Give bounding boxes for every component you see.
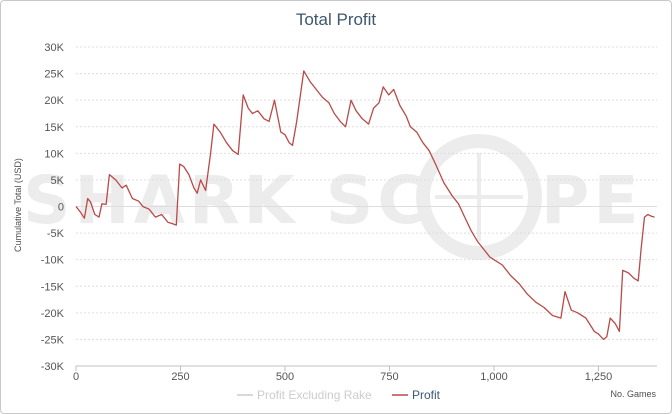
watermark-text-left: SHARK SC bbox=[23, 162, 430, 239]
y-tick-label: -10K bbox=[41, 255, 65, 267]
x-tick-label: 1,250 bbox=[585, 371, 613, 383]
y-tick-label: 25K bbox=[44, 69, 64, 81]
legend-label-profit-excluding-rake: Profit Excluding Rake bbox=[257, 388, 372, 402]
x-tick-label: 1,000 bbox=[480, 371, 508, 383]
y-tick-label: 30K bbox=[44, 42, 64, 54]
series-line-profit bbox=[75, 70, 655, 341]
y-tick-label: 0 bbox=[58, 202, 64, 214]
legend-item-profit[interactable]: Profit bbox=[392, 388, 441, 402]
y-tick-label: -15K bbox=[41, 281, 65, 293]
gridlines bbox=[76, 46, 657, 367]
series-layer bbox=[75, 70, 655, 341]
x-axis-label: No. Games bbox=[610, 389, 656, 399]
y-tick-label: -30K bbox=[41, 361, 65, 373]
watermark-target-ring bbox=[416, 134, 542, 260]
y-tick-label: -25K bbox=[41, 334, 65, 346]
x-axis-ticks: 0 250 500 750 1,000 1,250 bbox=[73, 366, 612, 383]
shark-scope-watermark: SHARK SC PE bbox=[23, 134, 642, 260]
y-tick-label: -20K bbox=[41, 308, 65, 320]
y-tick-label: 10K bbox=[44, 148, 64, 160]
chart-title: Total Profit bbox=[296, 10, 377, 29]
legend: Profit Excluding Rake Profit bbox=[237, 388, 441, 402]
legend-item-profit-excluding-rake[interactable]: Profit Excluding Rake bbox=[237, 388, 372, 402]
watermark-text-right: PE bbox=[541, 162, 642, 239]
x-tick-label: 500 bbox=[276, 371, 294, 383]
x-tick-label: 250 bbox=[171, 371, 189, 383]
x-tick-label: 750 bbox=[380, 371, 398, 383]
y-axis-ticks: 30K 25K 20K 15K 10K 5K 0 -5K -10K -15K -20K -25K -30… bbox=[41, 42, 65, 373]
legend-label-profit: Profit bbox=[412, 388, 441, 402]
y-tick-label: -5K bbox=[47, 228, 65, 240]
x-tick-label: 0 bbox=[73, 371, 79, 383]
y-axis-label: Cumulative Total (USD) bbox=[13, 158, 23, 252]
y-tick-label: 5K bbox=[51, 175, 65, 187]
y-tick-label: 20K bbox=[44, 95, 64, 107]
y-tick-label: 15K bbox=[44, 122, 64, 134]
